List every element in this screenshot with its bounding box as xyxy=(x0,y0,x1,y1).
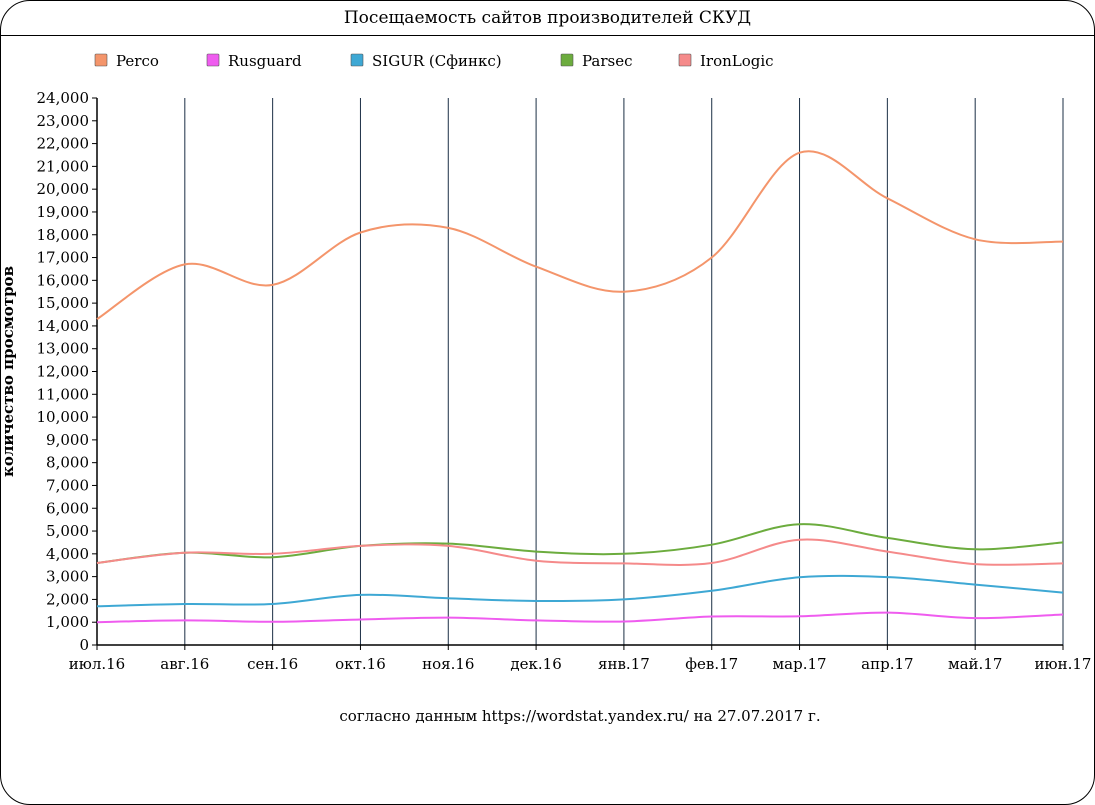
series-line xyxy=(96,538,1064,566)
y-tick-label: 22,000 xyxy=(37,135,90,153)
legend-swatch xyxy=(678,53,692,67)
legend-swatch xyxy=(560,53,574,67)
legend-swatch xyxy=(94,53,108,67)
legend-swatch xyxy=(206,53,220,67)
y-tick-label: 6,000 xyxy=(46,499,89,517)
x-tick-label: июн.17 xyxy=(1035,655,1092,673)
y-tick-label: 7,000 xyxy=(46,476,89,494)
y-tick-label: 5,000 xyxy=(46,522,89,540)
y-axis-label: количество просмотров xyxy=(0,266,17,477)
x-tick-label: апр.17 xyxy=(861,655,913,673)
series-line xyxy=(96,611,1064,624)
y-tick-label: 0 xyxy=(79,636,89,654)
y-tick-label: 15,000 xyxy=(37,294,90,312)
x-tick-label: ноя.16 xyxy=(422,655,474,673)
x-tick-label: янв.17 xyxy=(598,655,650,673)
y-tick-label: 14,000 xyxy=(37,317,90,335)
x-tick-label: сен.16 xyxy=(247,655,298,673)
chart-title: Посещаемость сайтов производителей СКУД xyxy=(343,8,752,28)
title-bar xyxy=(1,1,1094,36)
x-tick-label: окт.16 xyxy=(335,655,386,673)
legend-label: Parsec xyxy=(582,52,633,70)
y-tick-label: 21,000 xyxy=(37,157,90,175)
y-tick-label: 3,000 xyxy=(46,568,89,586)
y-tick-label: 10,000 xyxy=(37,408,90,426)
y-tick-label: 4,000 xyxy=(46,545,89,563)
y-tick-label: 12,000 xyxy=(37,363,90,381)
y-tick-label: 11,000 xyxy=(37,385,90,403)
y-tick-label: 19,000 xyxy=(37,203,90,221)
y-tick-label: 18,000 xyxy=(37,226,90,244)
y-tick-label: 24,000 xyxy=(37,89,90,107)
x-tick-label: авг.16 xyxy=(160,655,209,673)
x-tick-label: мар.17 xyxy=(773,655,827,673)
y-tick-label: 2,000 xyxy=(46,590,89,608)
legend-label: SIGUR (Сфинкс) xyxy=(372,52,502,70)
y-tick-label: 8,000 xyxy=(46,454,89,472)
series-line xyxy=(96,150,1064,320)
x-tick-label: июл.16 xyxy=(69,655,125,673)
legend-swatch xyxy=(350,53,364,67)
y-tick-label: 13,000 xyxy=(37,340,90,358)
x-tick-label: фев.17 xyxy=(685,655,738,673)
legend-label: Perco xyxy=(116,52,159,70)
y-tick-label: 16,000 xyxy=(37,271,90,289)
y-tick-label: 23,000 xyxy=(37,112,90,130)
legend-label: Rusguard xyxy=(228,52,302,70)
y-tick-label: 17,000 xyxy=(37,249,90,267)
x-tick-label: дек.16 xyxy=(510,655,561,673)
y-tick-label: 9,000 xyxy=(46,431,89,449)
x-tick-label: май.17 xyxy=(948,655,1002,673)
legend-label: IronLogic xyxy=(700,52,774,70)
y-tick-label: 20,000 xyxy=(37,180,90,198)
source-note: согласно данным https://wordstat.yandex.… xyxy=(339,707,821,725)
series-line xyxy=(96,574,1064,608)
series-line xyxy=(96,523,1064,564)
y-tick-label: 1,000 xyxy=(46,613,89,631)
